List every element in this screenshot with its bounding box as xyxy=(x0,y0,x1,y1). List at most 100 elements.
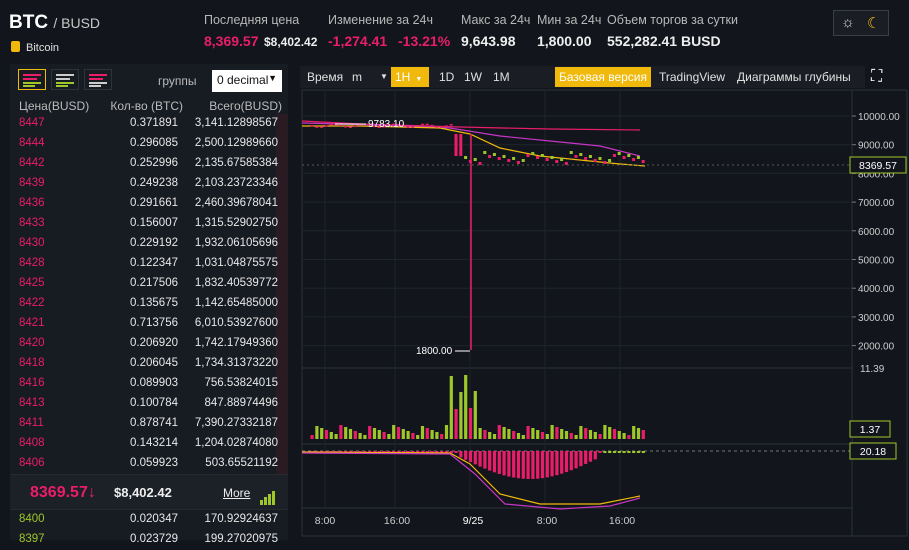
volume-label: Объем торгов за сутки xyxy=(607,13,738,27)
volume-bar xyxy=(406,431,410,439)
orderbook-row[interactable]: 8416 0.089903 756.53824015 xyxy=(10,374,288,394)
orderbook-row[interactable]: 8397 0.023729 199.27020975 xyxy=(10,530,288,550)
volume-bar xyxy=(459,392,463,439)
candle xyxy=(320,126,324,128)
price-chart[interactable]: 10000.00 9000.00 8000.00 7000.00 6000.00 5000… xyxy=(300,64,909,540)
volume-bar xyxy=(315,426,319,439)
volume-bar xyxy=(627,435,631,439)
macd-bar xyxy=(540,451,545,479)
volume-bar xyxy=(329,432,333,439)
orderbook-row[interactable]: 8444 0.296085 2,500.12989660 xyxy=(10,134,288,154)
orderbook-row[interactable]: 8421 0.713756 6,010.53927600 xyxy=(10,314,288,334)
tab-depth-chart[interactable]: Диаграммы глубины xyxy=(737,70,851,84)
row-price: 8397 xyxy=(19,533,45,545)
sun-icon[interactable]: ☼ xyxy=(841,14,855,31)
volume-bar xyxy=(569,433,573,439)
orderbook-row[interactable]: 8425 0.217506 1,832.40539772 xyxy=(10,274,288,294)
layout-both-icon[interactable] xyxy=(18,69,46,90)
y-tick-label: 10000.00 xyxy=(858,112,900,123)
row-amount: 0.878741 xyxy=(130,417,178,429)
macd-last-box xyxy=(849,442,897,460)
row-price: 8418 xyxy=(19,357,45,369)
low-annotation: 1800.00 xyxy=(416,346,453,357)
col-amount: Кол-во (BTC) xyxy=(110,99,183,113)
decimal-select[interactable]: 0 decimal ▼ xyxy=(212,70,282,92)
candle xyxy=(430,124,434,127)
fullscreen-icon[interactable]: ⛶ xyxy=(871,68,883,85)
chart-toolbar: Время m ▼ 1H ▼ 1D 1W 1M Базовая версия Tr… xyxy=(300,66,865,88)
orderbook-row[interactable]: 8420 0.206920 1,742.17949360 xyxy=(10,334,288,354)
row-price: 8428 xyxy=(19,257,45,269)
orderbook-row[interactable]: 8433 0.156007 1,315.52902750 xyxy=(10,214,288,234)
coin-label: Bitcoin xyxy=(26,42,60,54)
coin-name[interactable]: Bitcoin xyxy=(11,41,59,54)
macd-bar xyxy=(641,451,645,453)
macd-bar xyxy=(430,451,434,453)
tab-tradingview[interactable]: TradingView xyxy=(659,70,726,84)
macd-bar xyxy=(579,451,583,467)
orderbook-row[interactable]: 8428 0.122347 1,031.04875575 xyxy=(10,254,288,274)
x-tick-label: 16:00 xyxy=(609,515,635,527)
theme-toggle[interactable]: ☼ ☾ xyxy=(833,10,889,36)
row-amount: 0.229192 xyxy=(130,237,178,249)
orderbook-row[interactable]: 8442 0.252996 2,135.67585384 xyxy=(10,154,288,174)
orderbook-row[interactable]: 8422 0.135675 1,142.65485000 xyxy=(10,294,288,314)
row-amount: 0.100784 xyxy=(130,397,178,409)
row-price: 8436 xyxy=(19,197,45,209)
orderbook-row[interactable]: 8411 0.878741 7,390.27332187 xyxy=(10,414,288,434)
interval-m[interactable]: m xyxy=(352,70,362,84)
orderbook-row[interactable]: 8413 0.100784 847.88974496 xyxy=(10,394,288,414)
volume-bar xyxy=(608,427,612,439)
volume-bar xyxy=(377,430,381,439)
volume-bar xyxy=(598,434,602,439)
macd-bar xyxy=(449,451,453,453)
y-tick-label: 7000.00 xyxy=(858,198,895,209)
macd-bar xyxy=(492,451,497,473)
row-price: 8422 xyxy=(19,297,45,309)
volume-bar xyxy=(488,432,492,439)
row-amount: 0.059923 xyxy=(130,457,178,469)
volume-bar xyxy=(468,408,473,439)
volume-bar xyxy=(521,435,525,439)
layout-asks-icon[interactable] xyxy=(84,69,112,90)
tab-basic[interactable]: Базовая версия xyxy=(555,67,651,87)
interval-1m[interactable]: 1M xyxy=(493,70,510,84)
row-total: 2,460.39678041 xyxy=(194,197,278,209)
orderbook-row[interactable]: 8400 0.020347 170.92924637 xyxy=(10,510,288,530)
volume-bar xyxy=(425,428,429,439)
interval-1h[interactable]: 1H ▼ xyxy=(391,67,429,87)
candle xyxy=(344,125,348,128)
volume-bar xyxy=(310,435,314,439)
orderbook-row[interactable]: 8406 0.059923 503.65521192 xyxy=(10,454,288,474)
macd-bar xyxy=(468,451,473,463)
more-link[interactable]: More xyxy=(223,486,251,500)
interval-1w[interactable]: 1W xyxy=(464,70,482,84)
row-amount: 0.089903 xyxy=(130,377,178,389)
volume-bar xyxy=(641,430,645,439)
row-total: 756.53824015 xyxy=(204,377,278,389)
candle xyxy=(512,157,516,160)
volume-bar xyxy=(430,430,434,439)
candle xyxy=(329,123,333,126)
macd-bar xyxy=(593,451,597,460)
macd-bar xyxy=(454,451,458,453)
orderbook-row[interactable]: 8408 0.143214 1,204.02874080 xyxy=(10,434,288,454)
orderbook-row[interactable]: 8436 0.291661 2,460.39678041 xyxy=(10,194,288,214)
macd-bar xyxy=(502,451,506,476)
orderbook-row[interactable]: 8439 0.249238 2,103.23723346 xyxy=(10,174,288,194)
pair-title: BTC / BUSD xyxy=(9,12,100,34)
y-tick-label: 8000.00 xyxy=(858,169,895,180)
row-total: 3,141.12898567 xyxy=(194,117,278,129)
macd-bar xyxy=(531,451,535,479)
macd-bar xyxy=(617,451,621,453)
volume-bar xyxy=(574,435,578,439)
orderbook-row[interactable]: 8418 0.206045 1,734.31373220 xyxy=(10,354,288,374)
candle xyxy=(622,156,626,159)
moon-icon[interactable]: ☾ xyxy=(867,15,881,32)
volume-bar xyxy=(526,426,530,439)
volume-bar xyxy=(353,431,357,439)
orderbook-row[interactable]: 8447 0.371891 3,141.12898567 xyxy=(10,114,288,134)
orderbook-row[interactable]: 8430 0.229192 1,932.06105696 xyxy=(10,234,288,254)
layout-bids-icon[interactable] xyxy=(51,69,79,90)
interval-1d[interactable]: 1D xyxy=(439,70,455,84)
